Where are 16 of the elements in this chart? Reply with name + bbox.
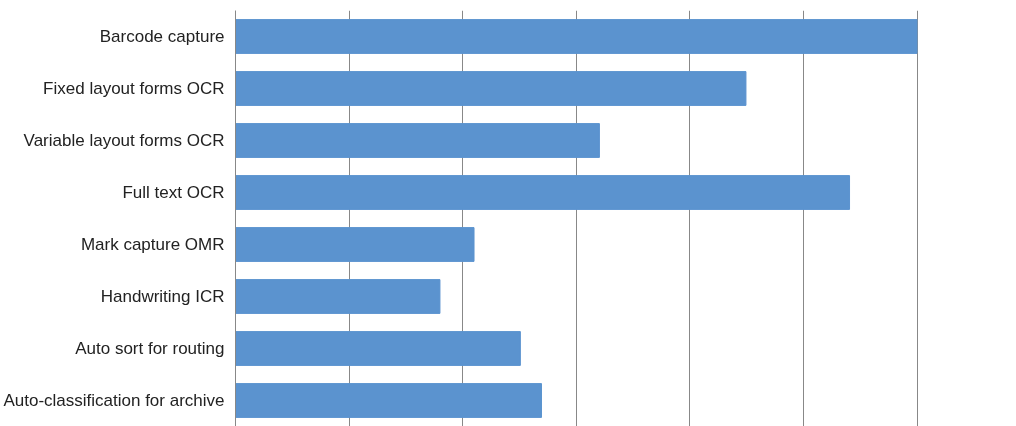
y-tick-label: Variable layout forms OCR xyxy=(23,131,225,150)
y-tick-label: Auto sort for routing xyxy=(75,339,225,358)
bar xyxy=(235,123,600,158)
y-tick-label: Auto-classification for archive xyxy=(3,391,225,410)
bar xyxy=(235,279,441,314)
bar xyxy=(235,175,851,210)
bar xyxy=(235,383,542,418)
bar xyxy=(235,71,747,106)
y-tick-label: Mark capture OMR xyxy=(80,235,225,254)
bar xyxy=(235,227,475,262)
y-tick-label: Fixed layout forms OCR xyxy=(43,79,225,98)
bar xyxy=(235,19,918,54)
bar xyxy=(235,331,521,366)
y-tick-label: Full text OCR xyxy=(122,183,225,202)
y-tick-label: Barcode capture xyxy=(99,27,225,46)
y-tick-label: Handwriting ICR xyxy=(100,287,225,306)
